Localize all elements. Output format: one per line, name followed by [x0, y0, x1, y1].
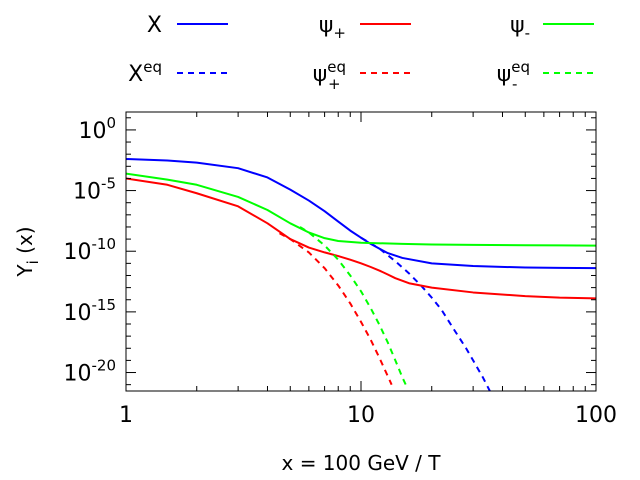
legend-label-x-eq: Xeq: [128, 58, 162, 87]
axis-ticks: [125, 112, 597, 391]
legend-item-psi-minus: ψ-: [510, 13, 594, 42]
legend-label-psi-plus: ψ+: [319, 13, 346, 42]
legend-item-psi-plus: ψ+: [319, 13, 411, 42]
series-line-psi-plus: [126, 177, 596, 300]
legend-item-x: X: [147, 13, 228, 38]
x-tick-label: 100: [575, 403, 617, 428]
y-tick-label: 10-5: [73, 175, 116, 205]
series-line-psi-plus-eq: [279, 232, 393, 386]
y-tick-label: 10-15: [64, 296, 117, 326]
legend-label-psi-minus: ψ-: [510, 13, 530, 42]
legend-label-psi-plus-eq: ψeq +: [313, 58, 346, 93]
legend-label-psi-minus-eq: ψeq -: [497, 58, 530, 93]
x-tick-label: 1: [119, 403, 133, 428]
legend-label-x: X: [147, 13, 162, 38]
series-line-psi-minus: [126, 172, 596, 247]
legend-item-x-eq: Xeq: [128, 58, 228, 87]
y-axis-label: Yi (x): [13, 226, 42, 277]
plot-frame: [125, 111, 597, 392]
x-axis-label: x = 100 GeV / T: [282, 451, 442, 475]
y-tick-label: 100: [78, 114, 116, 144]
series-line-x: [126, 158, 596, 270]
tick-labels: 1 10 100 100 10-5 10-10 10-15 10-20: [64, 114, 618, 428]
legend-item-psi-minus-eq: ψeq -: [497, 58, 594, 93]
y-tick-label: 10-10: [64, 235, 117, 265]
series-line-psi-minus-eq: [299, 226, 407, 386]
x-tick-label: 10: [347, 403, 375, 428]
plot-lines: [126, 158, 596, 391]
series-line-x-eq: [360, 236, 491, 391]
y-tick-label: 10-20: [64, 357, 117, 387]
legend-item-psi-plus-eq: ψeq +: [313, 58, 411, 93]
